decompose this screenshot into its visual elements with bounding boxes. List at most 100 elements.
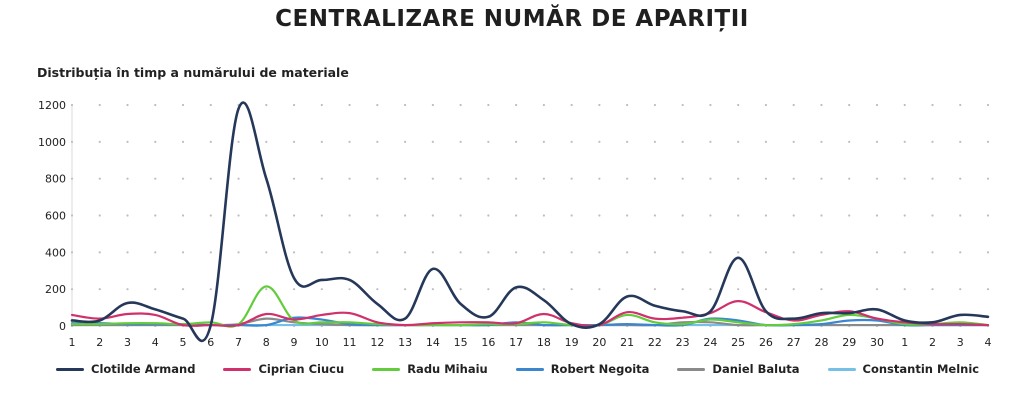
grid-dot <box>431 140 434 143</box>
grid-dot <box>181 251 185 254</box>
grid-dot <box>181 103 185 107</box>
grid-dot <box>320 288 323 291</box>
grid-dot <box>98 251 101 254</box>
grid-dot <box>959 103 962 107</box>
grid-dot <box>848 140 851 143</box>
legend-label: Radu Mihaiu <box>407 362 488 376</box>
grid-dot <box>709 103 712 107</box>
y-tick-label: 800 <box>45 173 66 186</box>
grid-dot <box>764 103 768 107</box>
grid-dot <box>903 214 906 217</box>
grid-dot <box>959 214 962 217</box>
grid-dot <box>570 214 573 217</box>
grid-dot <box>209 140 212 143</box>
grid-dot <box>626 140 629 143</box>
grid-dot <box>237 251 240 254</box>
grid-dot <box>292 214 296 217</box>
x-tick-label: 1 <box>69 336 76 349</box>
x-tick-label: 24 <box>703 336 717 349</box>
legend-label: Clotilde Armand <box>91 362 196 376</box>
x-tick-label: 28 <box>814 336 828 349</box>
y-tick-label: 400 <box>45 246 66 259</box>
y-tick-label: 1000 <box>38 136 66 149</box>
legend-item[interactable]: Daniel Baluta <box>677 362 800 376</box>
grid-dot <box>681 288 684 291</box>
grid-dot <box>431 103 434 107</box>
x-tick-label: 3 <box>124 336 131 349</box>
grid-dot <box>848 103 851 107</box>
legend-swatch <box>677 367 706 371</box>
grid-dot <box>320 177 323 180</box>
grid-dot <box>348 288 351 291</box>
grid-dot <box>931 214 934 217</box>
grid-dot <box>764 251 768 254</box>
x-tick-label: 13 <box>398 336 412 349</box>
grid-dot <box>792 103 795 107</box>
grid-dot <box>292 140 296 143</box>
legend-item[interactable]: Constantin Melnic <box>827 362 979 376</box>
grid-dot <box>348 103 351 107</box>
grid-dot <box>487 214 490 217</box>
grid-dot <box>653 103 657 107</box>
grid-dot <box>709 288 712 291</box>
grid-dot <box>709 177 712 180</box>
grid-dot <box>265 214 268 217</box>
grid-dot <box>737 214 740 217</box>
chart-legend: Clotilde Armand Ciprian Ciucu Radu Mihaiu R… <box>56 362 1007 376</box>
grid-dot <box>598 288 601 291</box>
legend-label: Robert Negoita <box>550 362 650 376</box>
grid-dot <box>403 177 407 180</box>
grid-dot <box>431 177 434 180</box>
grid-dot <box>737 251 740 254</box>
grid-dot <box>986 251 990 254</box>
grid-dot <box>237 214 240 217</box>
grid-dot <box>515 251 518 254</box>
grid-dot <box>542 140 545 143</box>
grid-dot <box>376 140 379 143</box>
grid-dot <box>598 251 601 254</box>
grid-dot <box>764 288 768 291</box>
grid-dot <box>459 288 462 291</box>
grid-dot <box>653 288 657 291</box>
x-tick-label: 18 <box>537 336 551 349</box>
grid-dot <box>487 288 490 291</box>
grid-dot <box>459 103 462 107</box>
grid-dot <box>903 177 906 180</box>
grid-dot <box>376 251 379 254</box>
grid-dot <box>959 251 962 254</box>
grid-dot <box>737 140 740 143</box>
grid-dot <box>626 251 629 254</box>
grid-dot <box>570 251 573 254</box>
grid-dot <box>376 214 379 217</box>
grid-dot <box>542 288 545 291</box>
x-tick-label: 25 <box>731 336 745 349</box>
grid-dot <box>237 140 240 143</box>
legend-label: Daniel Baluta <box>712 362 800 376</box>
grid-dot <box>292 288 296 291</box>
grid-dot <box>875 214 879 217</box>
x-tick-label: 3 <box>957 336 964 349</box>
grid-dot <box>459 177 462 180</box>
grid-dot <box>292 177 296 180</box>
legend-item[interactable]: Clotilde Armand <box>56 362 195 376</box>
legend-item[interactable]: Robert Negoita <box>515 362 650 376</box>
legend-item[interactable]: Radu Mihaiu <box>372 362 488 376</box>
x-tick-label: 22 <box>648 336 662 349</box>
grid-dot <box>431 288 434 291</box>
grid-dot <box>792 177 795 180</box>
grid-dot <box>376 103 379 107</box>
y-tick-label: 0 <box>59 320 66 333</box>
grid-dot <box>70 251 74 254</box>
grid-dot <box>681 251 684 254</box>
x-tick-label: 20 <box>592 336 606 349</box>
grid-dot <box>542 214 545 217</box>
grid-dot <box>487 140 490 143</box>
grid-dot <box>209 288 212 291</box>
x-tick-label: 15 <box>454 336 468 349</box>
legend-item[interactable]: Ciprian Ciucu <box>223 362 344 376</box>
grid-dot <box>626 177 629 180</box>
grid-dot <box>737 177 740 180</box>
grid-dot <box>403 251 407 254</box>
x-tick-label: 27 <box>787 336 801 349</box>
